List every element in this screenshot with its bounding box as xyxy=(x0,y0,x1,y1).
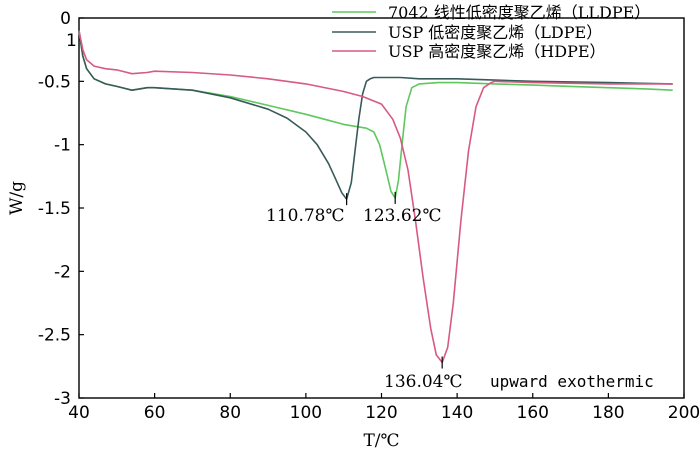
curve-start-label: 1 xyxy=(66,31,77,51)
x-tick-label: 140 xyxy=(441,403,473,423)
legend-label: USP 高密度聚乙烯（HDPE） xyxy=(388,42,606,61)
axes-layer: 40 60 80 100 120 140 160 180 200 0 -0.5 -1 -1.5 -2 -2.… xyxy=(38,9,700,423)
y-axis-title: W/g xyxy=(7,181,27,215)
x-axis-title: T/℃ xyxy=(363,431,399,451)
y-tick-label: -0.5 xyxy=(38,72,71,92)
peak-label-ldpe: 110.78℃ xyxy=(266,206,345,226)
x-tick-label: 60 xyxy=(144,403,166,423)
y-tick-label: -2.5 xyxy=(38,326,71,346)
y-tick-label: 0 xyxy=(60,9,71,29)
peak-label-lldpe: 123.62℃ xyxy=(363,206,442,226)
legend: 7042 线性低密度聚乙烯（LLDPE）USP 低密度聚乙烯（LDPE）USP … xyxy=(332,3,650,61)
series-line-2 xyxy=(78,30,673,200)
series-line-3 xyxy=(78,30,673,364)
legend-label: USP 低密度聚乙烯（LDPE） xyxy=(388,23,602,42)
exotherm-note: upward exothermic xyxy=(490,372,654,391)
x-tick-label: 100 xyxy=(290,403,322,423)
series-layer xyxy=(78,30,673,364)
x-tick-label: 80 xyxy=(219,403,241,423)
x-tick-label: 160 xyxy=(517,403,549,423)
annotation-layer: 110.78℃ 123.62℃ 136.04℃ upward exothermic xyxy=(266,191,654,392)
y-tick-label: -2 xyxy=(54,262,71,282)
y-tick-label: -3 xyxy=(54,389,71,409)
y-tick-label: -1 xyxy=(54,136,71,156)
x-tick-label: 40 xyxy=(68,403,90,423)
legend-label: 7042 线性低密度聚乙烯（LLDPE） xyxy=(388,3,650,22)
x-tick-label: 200 xyxy=(668,403,700,423)
x-tick-label: 120 xyxy=(365,403,397,423)
x-tick-label: 180 xyxy=(592,403,624,423)
y-tick-label: -1.5 xyxy=(38,199,71,219)
peak-label-hdpe: 136.04℃ xyxy=(384,372,463,392)
